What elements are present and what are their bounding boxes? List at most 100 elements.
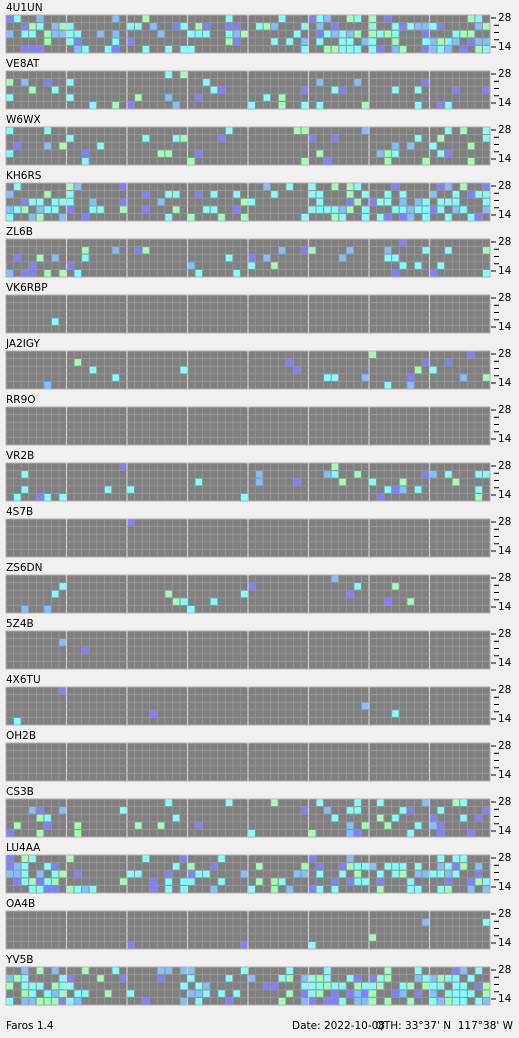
activity-cell <box>240 870 248 878</box>
activity-cell <box>135 822 142 829</box>
activity-cell <box>256 23 263 30</box>
activity-cell <box>384 30 392 38</box>
activity-cell <box>437 206 445 213</box>
activity-cell <box>67 79 74 86</box>
activity-cell <box>346 183 354 191</box>
activity-cell <box>59 583 66 590</box>
activity-cell <box>195 822 203 829</box>
activity-cell <box>21 863 29 870</box>
activity-cell <box>482 878 490 885</box>
activity-cell <box>51 870 59 878</box>
date: Date: 2022-10-08 <box>292 1020 385 1032</box>
station-label: YV5B <box>5 954 33 966</box>
activity-cell <box>188 157 195 165</box>
activity-cell <box>74 38 82 45</box>
activity-cell <box>21 471 29 478</box>
activity-cell <box>67 94 74 101</box>
station-label: VK6RBP <box>6 282 48 294</box>
band-top-label: 28 <box>498 68 511 80</box>
activity-cell <box>21 997 29 1005</box>
activity-cell <box>445 885 452 893</box>
activity-cell <box>475 213 482 221</box>
activity-cell <box>195 94 203 101</box>
activity-cell <box>21 198 29 206</box>
activity-cell <box>67 135 74 142</box>
activity-cell <box>467 15 475 23</box>
activity-cell <box>467 878 475 885</box>
activity-cell <box>316 870 324 878</box>
activity-cell <box>399 478 407 486</box>
activity-cell <box>21 269 29 277</box>
activity-cell <box>82 990 89 997</box>
activity-cell <box>399 213 407 221</box>
activity-cell <box>210 86 218 94</box>
activity-cell <box>316 101 324 109</box>
band-grid <box>5 350 491 390</box>
activity-cell <box>445 150 452 157</box>
band-top-label: 28 <box>498 572 511 584</box>
activity-cell <box>324 975 331 982</box>
activity-cell <box>430 38 437 45</box>
activity-cell <box>316 982 324 990</box>
activity-cell <box>180 885 187 893</box>
activity-cell <box>150 885 157 893</box>
activity-cell <box>369 45 377 53</box>
activity-cell <box>263 254 271 262</box>
activity-cell <box>354 198 361 206</box>
activity-cell <box>29 990 36 997</box>
activity-cell <box>21 79 29 86</box>
activity-cell <box>172 863 180 870</box>
activity-cell <box>218 878 225 885</box>
activity-cell <box>51 206 59 213</box>
band-bottom-label: 14 <box>498 657 512 669</box>
station-label: 4X6TU <box>6 674 41 686</box>
activity-cell <box>218 86 225 94</box>
activity-cell <box>452 975 460 982</box>
activity-cell <box>6 127 14 135</box>
band-bottom-label: 14 <box>498 769 512 781</box>
activity-cell <box>112 374 119 381</box>
activity-cell <box>301 807 308 814</box>
activity-cell <box>6 79 14 86</box>
activity-cell <box>316 30 324 38</box>
activity-cell <box>14 717 21 725</box>
activity-cell <box>180 45 187 53</box>
activity-cell <box>44 990 51 997</box>
activity-cell <box>14 142 21 150</box>
activity-cell <box>301 38 308 45</box>
activity-cell <box>384 822 392 829</box>
activity-cell <box>445 38 452 45</box>
activity-cell <box>6 997 14 1005</box>
activity-cell <box>180 598 187 605</box>
activity-cell <box>51 885 59 893</box>
activity-cell <box>430 997 437 1005</box>
activity-cell <box>430 206 437 213</box>
activity-cell <box>36 982 44 990</box>
activity-cell <box>482 990 490 997</box>
activity-cell <box>445 45 452 53</box>
activity-cell <box>399 863 407 870</box>
activity-cell <box>331 183 339 191</box>
band-top-label: 28 <box>498 124 511 136</box>
activity-cell <box>460 814 467 822</box>
activity-cell <box>82 45 89 53</box>
activity-cell <box>301 213 308 221</box>
activity-cell <box>203 206 210 213</box>
qth: QTH: 33°37' N 117°38' W <box>376 1020 514 1032</box>
activity-cell <box>14 493 21 501</box>
activity-cell <box>36 206 44 213</box>
activity-cell <box>233 23 240 30</box>
activity-cell <box>482 269 490 277</box>
band-grid <box>5 294 491 334</box>
activity-cell <box>180 878 187 885</box>
activity-cell <box>82 213 89 221</box>
activity-cell <box>392 206 399 213</box>
activity-cell <box>21 486 29 493</box>
activity-cell <box>475 45 482 53</box>
activity-cell <box>225 30 233 38</box>
activity-cell <box>286 990 293 997</box>
activity-cell <box>233 191 240 198</box>
activity-cell <box>210 206 218 213</box>
activity-cell <box>430 822 437 829</box>
activity-cell <box>74 45 82 53</box>
